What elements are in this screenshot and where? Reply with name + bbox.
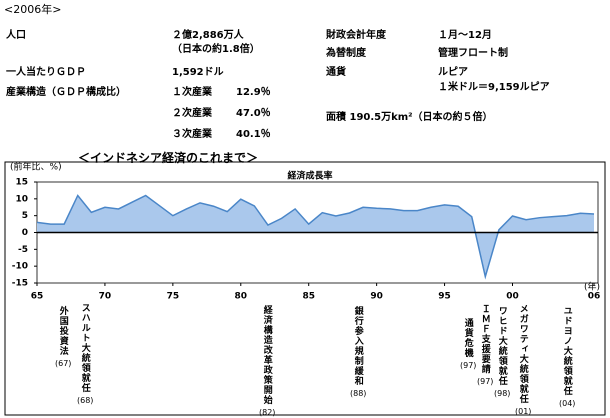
event-text: 外国投資法 bbox=[57, 306, 68, 356]
stat-area: 面積 190.5万km²（日本の約５倍） bbox=[326, 112, 493, 123]
area bbox=[37, 195, 594, 277]
event-year: (01) bbox=[515, 407, 532, 416]
event: スハルト大統領就任 (68) bbox=[77, 303, 93, 405]
y-tick-label: 10 bbox=[15, 194, 28, 204]
x-tick-label: 85 bbox=[302, 292, 315, 302]
event: ワヒド大統領就任 (98) bbox=[494, 306, 510, 398]
stat-value: 40.1％ bbox=[236, 129, 271, 140]
stat-item: １次産業 bbox=[172, 87, 212, 98]
x-tick-label: 70 bbox=[99, 292, 112, 302]
y-tick-label: -5 bbox=[18, 245, 28, 255]
y-tick-label: -15 bbox=[12, 279, 28, 289]
stat-note: （日本の約1.8倍） bbox=[172, 44, 260, 55]
x-tick-label: 00 bbox=[506, 292, 519, 302]
stat-value: ２億2,886万人 bbox=[172, 30, 244, 41]
event-year: (88) bbox=[350, 389, 367, 398]
event-year: (97) bbox=[477, 377, 494, 386]
frame bbox=[4, 161, 606, 416]
header: <2006年> bbox=[4, 3, 62, 16]
event: 銀行参入規制緩和 (88) bbox=[350, 306, 366, 398]
event-year: (04) bbox=[559, 399, 576, 408]
event-text: 通貨危機 bbox=[462, 318, 473, 358]
stat-value: 管理フロート制 bbox=[438, 48, 508, 59]
stat-label: 一人当たりＧＤＰ bbox=[6, 67, 86, 78]
x-tick-label: 90 bbox=[370, 292, 383, 302]
event-year: (67) bbox=[55, 359, 72, 368]
stat-value: ルピア bbox=[438, 67, 468, 78]
stat-label: 通貨 bbox=[326, 67, 346, 78]
x-tick-label: 65 bbox=[31, 292, 44, 302]
event-year: (97) bbox=[460, 361, 477, 370]
event: ＩＭＦ支援要請 (97) bbox=[477, 304, 493, 386]
stat-label: 産業構造（ＧＤＰ構成比） bbox=[6, 87, 126, 98]
stat-value: 1,592ドル bbox=[172, 67, 224, 78]
y-tick-label: -10 bbox=[12, 262, 28, 272]
chart-title: 経済成長率 bbox=[287, 170, 332, 182]
x-tick-label: 75 bbox=[167, 292, 180, 302]
event-text: メガワティ大統領就任 bbox=[517, 304, 528, 404]
event: 外国投資法 (67) bbox=[55, 306, 71, 368]
stat-value: １月～12月 bbox=[438, 30, 492, 41]
stat-item: ２次産業 bbox=[172, 108, 212, 119]
x-tick-label: 06 bbox=[588, 292, 601, 302]
y-axis-label: (前年比、%) bbox=[10, 161, 62, 173]
event-text: 銀行参入規制緩和 bbox=[352, 306, 363, 386]
stat-label: 為替制度 bbox=[326, 48, 366, 59]
event-text: ユドヨノ大統領就任 bbox=[561, 306, 572, 396]
x-axis-label: (年) bbox=[584, 281, 600, 293]
event: メガワティ大統領就任 (01) bbox=[515, 304, 531, 416]
y-tick-label: 15 bbox=[15, 178, 28, 188]
y-tick-label: 0 bbox=[22, 228, 28, 238]
event: 経済構造改革政策開始 (82) bbox=[259, 305, 275, 417]
stat-value: 47.0％ bbox=[236, 108, 271, 119]
event-text: スハルト大統領就任 bbox=[79, 303, 90, 393]
event-year: (98) bbox=[494, 389, 511, 398]
event-text: ワヒド大統領就任 bbox=[496, 306, 507, 386]
stat-label: 人口 bbox=[6, 30, 26, 41]
event-text: 経済構造改革政策開始 bbox=[261, 305, 272, 405]
event-year: (68) bbox=[77, 396, 94, 405]
stat-item: ３次産業 bbox=[172, 129, 212, 140]
event: 通貨危機 (97) bbox=[460, 318, 476, 370]
x-tick-label: 95 bbox=[438, 292, 451, 302]
line bbox=[36, 194, 595, 280]
event-year: (82) bbox=[259, 408, 276, 417]
event-text: ＩＭＦ支援要請 bbox=[479, 304, 490, 374]
stat-value: 12.9％ bbox=[236, 87, 271, 98]
x-tick-label: 80 bbox=[235, 292, 248, 302]
y-tick-label: 5 bbox=[22, 211, 28, 221]
stat-note: １米ドル＝9,159ルピア bbox=[438, 82, 550, 93]
event: ユドヨノ大統領就任 (04) bbox=[559, 306, 575, 408]
stat-label: 財政会計年度 bbox=[326, 30, 386, 41]
